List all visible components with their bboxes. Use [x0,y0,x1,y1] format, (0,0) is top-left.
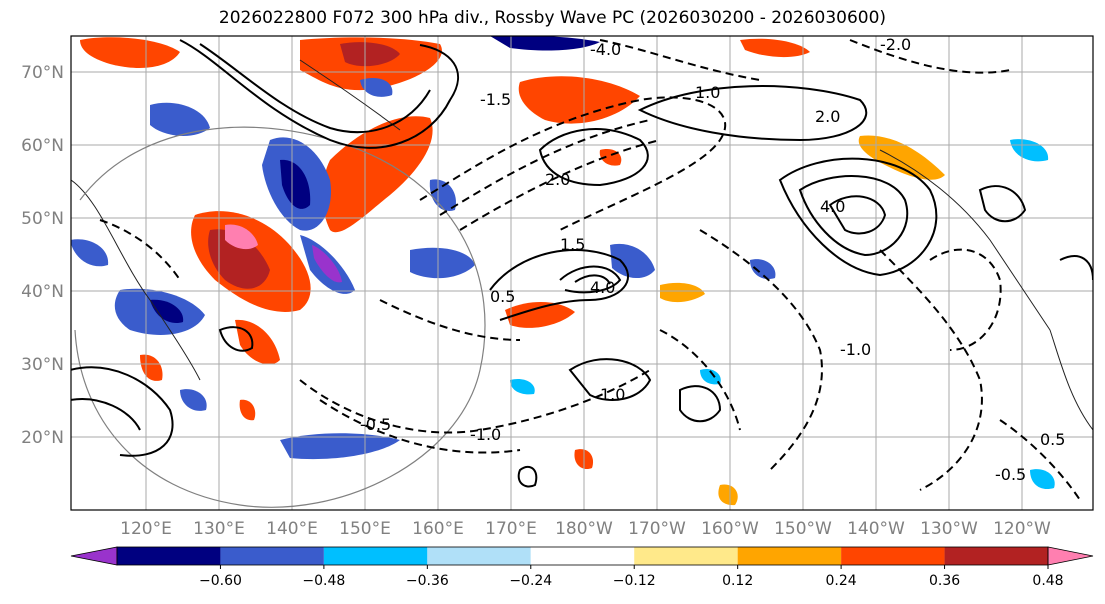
divergence-negative-region [610,243,655,279]
colorbar-swatch [944,547,1048,565]
divergence-positive-region [660,282,705,303]
divergence-positive-region [340,42,400,67]
divergence-negative-region [280,159,311,209]
colorbar-swatch [530,547,635,565]
divergence-negative-region [410,247,475,279]
contour-label: 2.0 [815,107,840,126]
colorbar-swatch [737,547,842,565]
lon-label: 140°E [266,519,318,539]
lon-label: 170°E [485,519,537,539]
lon-label: 160°W [701,519,759,539]
contour-label: 1.0 [695,83,720,102]
colorbar-swatch [117,547,221,565]
lon-label: 120°E [120,519,172,539]
contour-label: 1.5 [560,235,585,254]
divergence-positive-region [858,135,945,180]
divergence-positive-region [80,37,180,68]
divergence-negative-region [1030,469,1055,490]
contour-label: -0.5 [360,415,391,434]
divergence-negative-region [510,378,535,395]
lon-label: 130°W [920,519,978,539]
colorbar-swatch [841,547,945,565]
contour-label: -1.5 [480,90,511,109]
divergence-positive-region [505,301,575,328]
divergence-positive-region [740,38,810,58]
divergence-positive-region [518,76,640,124]
colorbar-swatch [323,547,428,565]
latitude-labels: 70°N 60°N 50°N 40°N 30°N 20°N [21,63,64,448]
contour-label: -2.0 [880,35,911,54]
divergence-negative-region [180,389,207,411]
coastline [71,59,1093,431]
colorbar-extend-high [1047,546,1094,566]
range-circle [74,126,486,508]
divergence-negative-region [150,102,210,136]
contour-label: 4.0 [820,197,845,216]
divergence-positive-region [208,229,270,289]
colorbar-swatch [220,547,324,565]
colorbar-tick-label: −0.24 [509,573,552,589]
contour-label: 4.0 [590,278,615,297]
colorbar-extend-low [70,546,118,566]
lon-label: 170°W [628,519,686,539]
colorbar: −0.60 −0.48 −0.36 −0.24 −0.12 0.12 0.24 0.36 0.4… [70,546,1094,589]
lat-label: 30°N [21,355,64,375]
lat-label: 20°N [21,428,64,448]
lat-label: 70°N [21,63,64,83]
contour-label: -1.0 [840,340,871,359]
divergence-negative-region [700,368,721,385]
colorbar-tick-label: −0.60 [199,573,242,589]
contour-labels: 4.0 0.5 2.0 1.5 1.0 -4.0 -0.5 -1.0 -1.5 … [360,35,1065,484]
contours-negative [99,39,1081,501]
contour-label: 0.5 [490,287,515,306]
divergence-positive-region [718,484,738,506]
lat-label: 60°N [21,136,64,156]
lon-label: 150°E [339,519,391,539]
contour-label: 1.0 [600,385,625,404]
divergence-positive-region [225,224,258,250]
divergence-negative-region [150,299,184,324]
colorbar-swatch [634,547,738,565]
lat-label: 50°N [21,209,64,229]
divergence-negative-region [312,245,342,283]
lon-label: 160°E [412,519,464,539]
contour-label: -0.5 [995,465,1026,484]
divergence-negative-region [429,179,456,211]
colorbar-tick-label: 0.12 [722,573,753,589]
lon-label: 130°E [193,519,245,539]
contours-positive [71,39,1093,488]
divergence-negative-region [750,259,776,280]
divergence-negative-region [490,36,600,51]
colorbar-tick-label: −0.48 [302,573,345,589]
contour-label: 0.5 [1040,430,1065,449]
contour-label: -4.0 [590,40,621,59]
colorbar-tick-label: −0.36 [406,573,449,589]
colorbar-swatch [427,547,531,565]
colorbar-tick-label: −0.12 [613,573,656,589]
contour-label: 2.0 [545,170,570,189]
colorbar-outline [116,546,1049,566]
map-title: 2026022800 F072 300 hPa div., Rossby Wav… [218,8,887,28]
colorbar-tick-label: 0.48 [1032,573,1063,589]
divergence-negative-region [280,433,400,460]
colorbar-tick-label: 0.24 [826,573,857,589]
plot-frame [70,35,1094,511]
divergence-negative-region [71,239,109,267]
colorbar-tick-label: 0.36 [929,573,960,589]
lon-label: 140°W [847,519,905,539]
lon-label: 150°W [774,519,832,539]
divergence-positive-region [239,399,256,421]
lon-label: 180°W [555,519,613,539]
contour-label: -1.0 [470,425,501,444]
divergence-negative-region [360,77,393,97]
lon-label: 120°W [993,519,1051,539]
longitude-labels: 120°E 130°E 140°E 150°E 160°E 170°E 180°W 170°W… [120,519,1051,539]
lat-label: 40°N [21,282,64,302]
